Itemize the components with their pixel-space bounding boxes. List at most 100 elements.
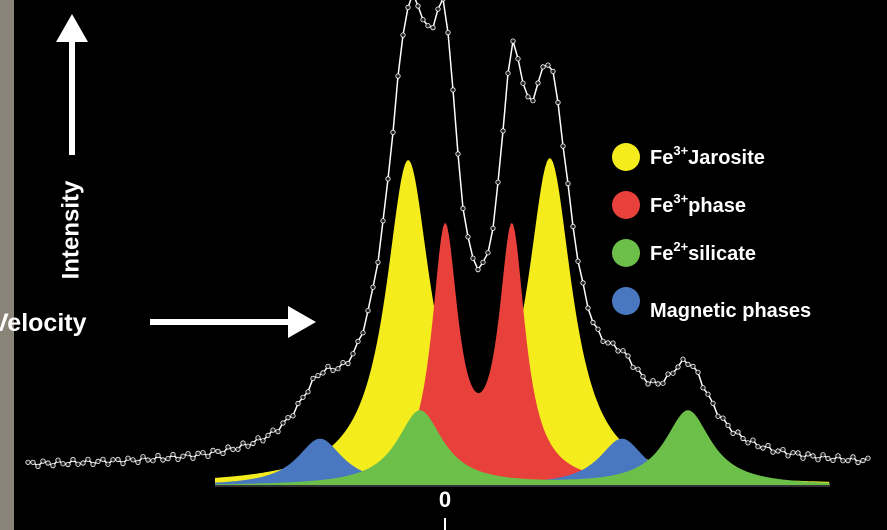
legend-swatch [612,287,640,315]
envelope-point [210,447,216,453]
legend-label: Fe3+phase [650,191,746,217]
envelope-point [740,435,746,442]
envelope-point [390,129,396,135]
envelope-point [675,364,681,370]
envelope-point [30,459,36,465]
envelope-point [700,385,706,391]
envelope-point [520,80,526,86]
envelope-point [795,450,801,456]
envelope-point [455,151,461,157]
envelope-point [855,459,861,466]
legend-swatch [612,239,640,267]
envelope-point [510,38,516,44]
envelope-point [145,457,151,463]
envelope-point [465,234,471,240]
envelope-point [725,422,731,428]
envelope-point [250,440,256,447]
envelope-point [270,427,276,433]
envelope-point [495,179,501,185]
envelope-point [380,218,386,224]
envelope-point [80,460,86,466]
legend-name: silicate [688,243,756,265]
envelope-point [365,307,371,314]
envelope-point [450,87,456,93]
envelope-point [290,413,296,419]
legend-element: Fe [650,147,673,169]
legend-element: Fe [650,195,673,217]
envelope-point [245,443,251,449]
envelope-point [680,356,686,362]
envelope-point [685,361,691,367]
envelope-point [570,223,576,230]
envelope-point [730,430,736,436]
envelope-point [195,450,201,456]
envelope-point [360,330,366,336]
legend-swatch [612,191,640,219]
envelope-point [735,429,741,435]
envelope-point [490,225,496,231]
envelope-point [340,359,346,366]
envelope-point [285,414,291,421]
envelope-point [635,366,641,372]
envelope-point [335,366,341,372]
envelope-point [405,4,411,10]
envelope-point [240,440,246,446]
envelope-point [750,437,756,443]
envelope-point [325,363,331,369]
envelope-point [220,450,226,456]
envelope-point [475,266,481,273]
photo-edge [0,0,14,530]
envelope-point [60,461,66,467]
x-axis-label: Velocity [0,309,87,337]
envelope-point [25,459,31,465]
envelope-point [255,435,261,441]
envelope-point [645,381,651,387]
envelope-point [800,455,806,461]
envelope-point [385,176,391,182]
envelope-point [330,367,336,373]
envelope-point [790,450,796,456]
envelope-point [580,280,586,286]
zero-label: 0 [439,487,451,512]
legend-label: Magnetic phases [650,300,811,322]
envelope-point [480,259,486,265]
envelope-point [35,463,41,469]
envelope-point [745,440,751,446]
envelope-point [215,448,221,454]
envelope-point [765,442,771,449]
envelope-point [260,438,266,444]
envelope-point [50,462,56,469]
envelope-point [230,446,236,452]
envelope-point [500,128,506,134]
envelope-point [605,340,611,346]
envelope-point [690,363,696,369]
envelope-point [770,449,776,455]
envelope-point [515,56,521,62]
envelope-point [280,420,286,426]
envelope-point [105,461,111,467]
envelope-point [185,451,191,457]
envelope-point [190,455,196,461]
envelope-point [715,413,721,419]
envelope-point [835,453,841,459]
envelope-point [820,452,826,458]
envelope-point [460,205,466,211]
envelope-point [150,458,156,464]
envelope-point [440,0,446,2]
envelope-point [610,340,616,346]
envelope-point [555,99,561,106]
envelope-point [650,378,656,384]
envelope-point [665,371,671,377]
envelope-point [355,338,361,344]
envelope-point [590,319,596,326]
envelope-point [560,143,566,149]
envelope-point [175,456,181,462]
envelope-point [200,450,206,456]
component-peak [215,410,830,486]
envelope-point [225,444,231,450]
envelope-point [65,461,71,468]
envelope-point [345,360,351,367]
envelope-point [695,369,701,375]
peak-layer [25,0,871,487]
envelope-point [300,394,306,400]
